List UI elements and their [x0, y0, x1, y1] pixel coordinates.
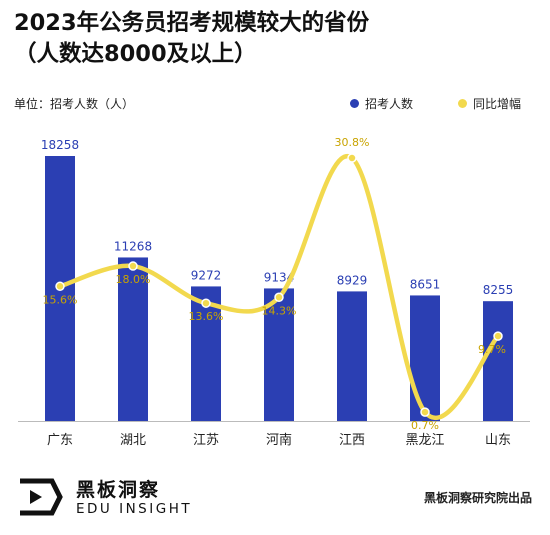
legend-bar-swatch: [350, 99, 359, 108]
bar-value-label: 8651: [410, 277, 441, 291]
brand-logo: 黑板洞察 EDU INSIGHT: [16, 473, 201, 523]
line-value-label: 14.3%: [262, 304, 297, 317]
line-value-label: 30.8%: [335, 136, 370, 149]
bar-value-label: 9272: [191, 268, 222, 282]
x-tick-label: 山东: [485, 433, 511, 448]
legend-item-bar: 招考人数: [350, 95, 413, 112]
unit-label: 单位：招考人数（人）: [14, 97, 135, 111]
x-tick-label: 湖北: [120, 433, 146, 448]
x-tick-label: 广东: [47, 433, 73, 448]
credit-text: 黑板洞察研究院出品: [423, 491, 532, 505]
line-value-label: 15.6%: [43, 293, 78, 306]
bar-value-label: 9134: [264, 270, 295, 284]
bar: [118, 257, 148, 421]
x-tick-label: 江西: [339, 433, 365, 448]
bar-value-label: 18258: [41, 138, 79, 152]
chart-title: 2023年公务员招考规模较大的省份 （人数达8000及以上）: [14, 8, 534, 70]
x-tick-label: 黑龙江: [405, 433, 444, 448]
line-value-label: 9.7%: [478, 343, 506, 356]
line-point: [55, 281, 65, 292]
bar: [191, 286, 221, 421]
bar: [264, 288, 294, 421]
line-point: [201, 298, 211, 308]
bar: [483, 301, 513, 421]
bar-value-label: 8255: [483, 283, 514, 297]
x-tick-label: 河南: [266, 432, 292, 448]
line-point: [274, 292, 284, 303]
x-tick-label: 江苏: [193, 432, 219, 448]
line-point: [420, 407, 430, 417]
line-value-label: 13.6%: [189, 310, 224, 323]
line-value-label: 18.0%: [116, 273, 151, 286]
line-point: [128, 261, 138, 271]
logo-mark-icon: [20, 478, 63, 516]
legend-line-swatch: [458, 99, 467, 108]
legend-line-label: 同比增幅: [473, 97, 522, 111]
logo-text-cn: 黑板洞察: [76, 479, 161, 501]
legend-bar-label: 招考人数: [365, 97, 414, 111]
line-point: [493, 331, 503, 341]
legend-item-line: 同比增幅: [458, 95, 521, 112]
line-value-label: 0.7%: [411, 419, 439, 432]
title-line-1: 2023年公务员招考规模较大的省份: [14, 10, 370, 36]
title-line-2: （人数达8000及以上）: [14, 41, 257, 67]
bar-value-label: 8929: [337, 273, 368, 287]
logo-text-en: EDU INSIGHT: [76, 501, 193, 517]
bar: [337, 291, 367, 421]
bar-value-label: 11268: [114, 239, 152, 253]
line-point: [347, 153, 357, 163]
bar: [410, 295, 440, 421]
